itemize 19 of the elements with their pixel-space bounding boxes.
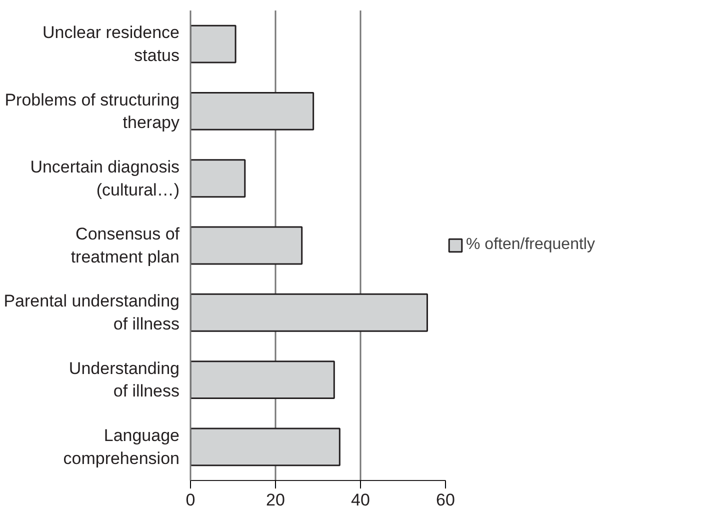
bar	[190, 159, 246, 198]
x-tick-label: 20	[266, 490, 285, 510]
y-tick-label: Parental understanding of illness	[4, 292, 180, 334]
y-tick-label: Problems of structuring therapy	[4, 90, 180, 132]
y-tick-label: Consensus of treatment plan	[70, 224, 180, 266]
y-tick-label: Uncertain diagnosis (cultural…)	[30, 157, 180, 200]
y-tick-label: Language comprehension	[63, 426, 180, 468]
bar	[190, 24, 236, 64]
bar	[190, 360, 335, 399]
y-tick-label: Unclear residence status	[42, 23, 180, 65]
bar	[190, 428, 340, 466]
bar	[190, 226, 303, 265]
x-tick-label: 0	[186, 490, 196, 510]
x-tick-label: 60	[436, 490, 455, 510]
x-tick-label: 40	[351, 490, 370, 510]
legend-label: % often/frequently	[466, 236, 595, 254]
bar	[190, 92, 314, 130]
y-tick-label: Understanding of illness	[68, 358, 180, 401]
bar	[190, 293, 428, 332]
